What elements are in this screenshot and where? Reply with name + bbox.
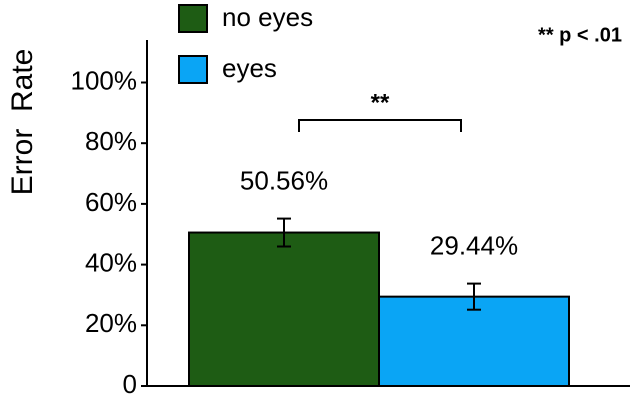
bar xyxy=(378,295,570,387)
y-tick-label: 100% xyxy=(71,65,138,95)
significance-stars: ** xyxy=(371,89,390,116)
value-label: 29.44% xyxy=(430,230,518,260)
y-tick-label: 60% xyxy=(85,187,137,217)
y-tick-label: 40% xyxy=(85,247,137,277)
significance-bracket xyxy=(298,119,462,132)
y-tick-label: 0 xyxy=(123,369,137,399)
y-axis-label: Error Rate xyxy=(6,49,39,196)
legend-label: no eyes xyxy=(222,2,313,32)
value-label: 50.56% xyxy=(240,165,328,195)
y-tick-label: 20% xyxy=(85,308,137,338)
bar xyxy=(188,231,380,387)
legend-swatch xyxy=(178,55,208,84)
legend-swatch xyxy=(178,4,208,33)
significance-note: ** p < .01 xyxy=(538,24,622,46)
y-tick-label: 80% xyxy=(85,126,137,156)
legend-label: eyes xyxy=(222,53,277,83)
